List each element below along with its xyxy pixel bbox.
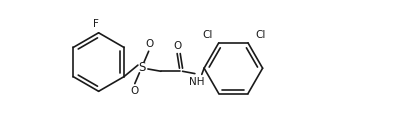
Text: O: O	[130, 86, 138, 96]
Text: S: S	[138, 61, 145, 74]
Text: O: O	[145, 39, 154, 49]
Text: NH: NH	[190, 77, 205, 87]
Text: Cl: Cl	[202, 30, 213, 40]
Text: F: F	[93, 19, 99, 29]
Text: Cl: Cl	[256, 30, 266, 40]
Text: O: O	[173, 41, 181, 51]
